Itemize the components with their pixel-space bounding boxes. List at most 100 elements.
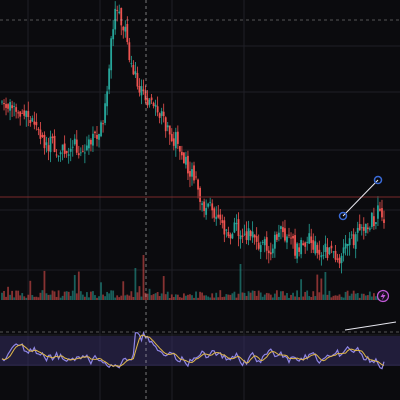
candle-body [94, 131, 96, 134]
volume-bar [207, 296, 210, 300]
candle-body [61, 144, 64, 151]
volume-bar [187, 294, 189, 300]
candle-body [245, 231, 248, 240]
volume-bar [65, 291, 68, 300]
volume-bar [116, 295, 119, 300]
candle-body [383, 219, 385, 223]
candle-body [211, 203, 214, 211]
volume-bar [57, 290, 60, 300]
candle-body [148, 99, 151, 105]
candle-body [100, 122, 102, 137]
candle-body [1, 101, 3, 103]
candle-body [235, 223, 238, 225]
volume-bar [88, 297, 90, 300]
candle-body [195, 176, 197, 178]
rsi-oscillator[interactable] [1, 330, 385, 370]
volume-bar [128, 295, 131, 300]
candle-body [75, 139, 78, 153]
candle-body [332, 251, 335, 253]
volume-bar [164, 294, 167, 300]
volume-bar [304, 291, 307, 300]
candle-body [178, 146, 181, 152]
candle-body [253, 234, 256, 238]
volume-bar [221, 297, 224, 300]
candle-body [330, 245, 333, 249]
candle-body [205, 208, 208, 215]
candle-body [15, 107, 18, 112]
candle-body [65, 150, 68, 154]
candle-body [261, 242, 264, 243]
trendline-price[interactable] [342, 179, 379, 217]
volume-bar [225, 294, 228, 300]
volume-bar [259, 292, 262, 300]
volume-bar [102, 294, 104, 300]
candle-body [108, 68, 111, 90]
volume-bar [288, 297, 290, 300]
volume-bar [368, 291, 371, 300]
candle-body [368, 228, 371, 230]
candle-body [215, 216, 218, 220]
trendline-rsi[interactable] [344, 321, 397, 331]
volume-bar [33, 296, 36, 300]
candle-body [156, 106, 159, 113]
volume-bar [340, 296, 343, 300]
volume-bar [140, 296, 143, 300]
trendline-anchor-end[interactable] [373, 175, 383, 185]
volume-bar [257, 290, 260, 300]
volume-bar [302, 296, 305, 300]
candle-body [164, 117, 167, 132]
volume-bar [265, 292, 268, 300]
candle-body [29, 120, 32, 124]
lightning-icon[interactable] [376, 289, 390, 303]
candle-body [176, 131, 179, 144]
volume-bar [37, 297, 40, 300]
volume-bar [346, 290, 349, 300]
candle-body [308, 233, 311, 244]
volume-bar [144, 292, 147, 300]
volume-bar [100, 282, 102, 300]
candle-body [282, 227, 284, 233]
candle-body [348, 238, 351, 246]
candle-body [47, 145, 50, 152]
volume-bar [269, 294, 272, 300]
volume-bar [201, 292, 203, 300]
candle-body [73, 138, 76, 145]
candle-body [31, 118, 34, 122]
candle-body [350, 234, 353, 236]
volume-bar [17, 290, 20, 300]
candle-body [273, 234, 276, 249]
candle-body [241, 235, 244, 237]
candle-body [45, 142, 48, 146]
volume-bar [118, 297, 121, 300]
volume-bar [308, 296, 311, 300]
candle-body [134, 71, 137, 75]
volume-bar [233, 291, 236, 300]
candle-body [209, 201, 212, 203]
volume-bar [326, 294, 329, 300]
volume-bar [21, 293, 24, 300]
candle-body [203, 201, 206, 211]
volume-bar [55, 296, 58, 300]
price-candles[interactable] [1, 1, 385, 274]
volume-bar [245, 295, 248, 300]
candle-body [130, 63, 133, 65]
candle-body [168, 125, 171, 135]
volume-bar [98, 296, 100, 300]
candle-body [379, 208, 381, 211]
volume-bar [193, 297, 195, 300]
candle-body [207, 203, 210, 207]
volume-bar [166, 291, 169, 300]
candle-body [85, 145, 88, 151]
candle-body [300, 240, 303, 255]
volume-bar [168, 297, 171, 300]
candle-body [304, 242, 307, 247]
candle-body [104, 103, 106, 123]
candle-body [88, 139, 90, 149]
candle-body [183, 152, 185, 164]
candle-body [13, 105, 16, 107]
volume-bar [53, 291, 56, 300]
trendline-anchor-start[interactable] [338, 211, 348, 221]
